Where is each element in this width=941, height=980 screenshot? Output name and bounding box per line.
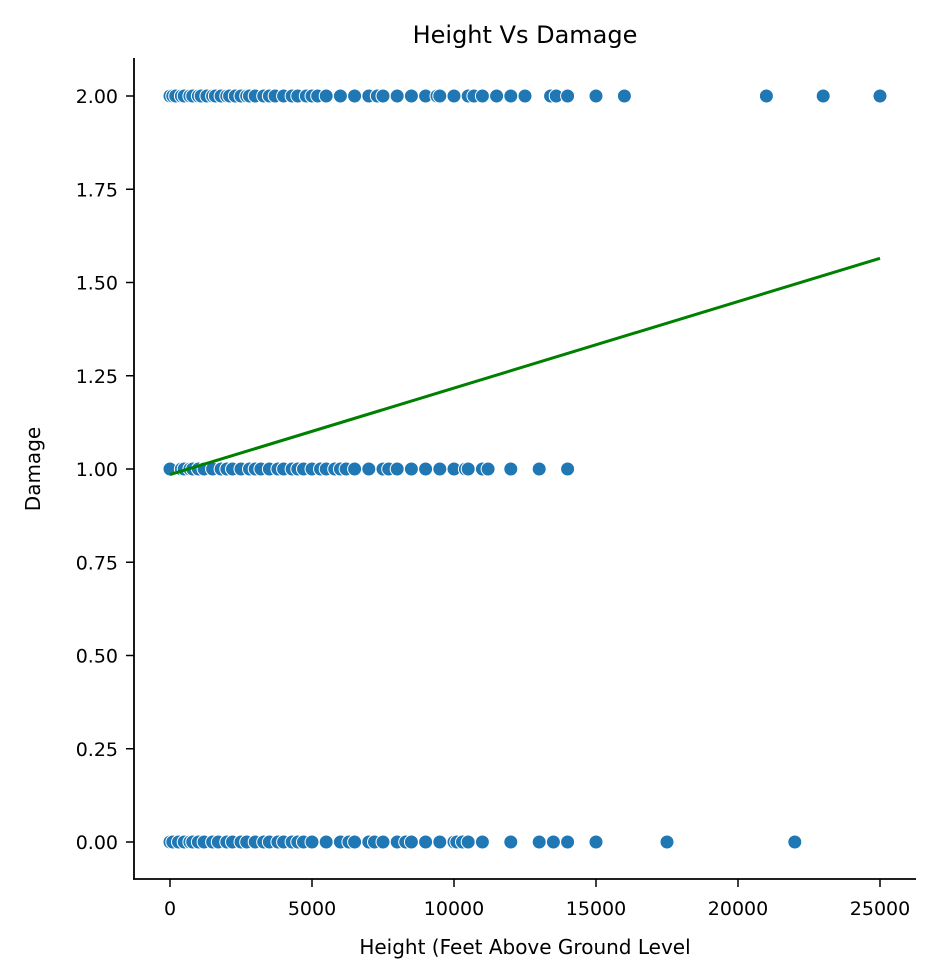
data-point — [616, 88, 632, 104]
data-point — [588, 88, 604, 104]
data-point — [418, 461, 434, 477]
points-layer — [162, 88, 888, 850]
y-ticks: 0.00 0.25 0.50 0.75 1.00 1.25 1.50 1.75 2.00 — [76, 86, 134, 854]
data-point — [480, 461, 496, 477]
data-point — [474, 88, 490, 104]
data-point — [531, 834, 547, 850]
data-point — [403, 88, 419, 104]
data-point — [460, 834, 476, 850]
data-point — [460, 461, 476, 477]
data-point — [304, 834, 320, 850]
data-point — [418, 834, 434, 850]
data-point — [588, 834, 604, 850]
data-point — [389, 461, 405, 477]
data-point — [815, 88, 831, 104]
data-point — [432, 834, 448, 850]
data-point — [503, 461, 519, 477]
data-point — [347, 834, 363, 850]
data-point — [503, 88, 519, 104]
data-point — [560, 88, 576, 104]
data-point — [531, 461, 547, 477]
x-tick-label: 10000 — [424, 898, 484, 920]
x-tick-label: 15000 — [566, 898, 626, 920]
x-tick-label: 20000 — [708, 898, 768, 920]
chart-title: Height Vs Damage — [413, 21, 638, 49]
data-point — [318, 834, 334, 850]
data-point — [347, 461, 363, 477]
data-point — [560, 461, 576, 477]
data-point — [517, 88, 533, 104]
data-point — [375, 834, 391, 850]
data-point — [375, 88, 391, 104]
data-point — [545, 834, 561, 850]
data-point — [332, 88, 348, 104]
data-point — [432, 461, 448, 477]
data-point — [347, 88, 363, 104]
data-point — [659, 834, 675, 850]
y-tick-label: 0.50 — [76, 646, 118, 668]
x-tick-label: 5000 — [288, 898, 336, 920]
data-point — [403, 834, 419, 850]
y-tick-label: 1.25 — [76, 366, 118, 388]
y-tick-label: 1.50 — [76, 273, 118, 295]
data-point — [446, 88, 462, 104]
y-tick-label: 0.75 — [76, 552, 118, 574]
data-point — [432, 88, 448, 104]
data-point — [489, 88, 505, 104]
x-tick-label: 0 — [164, 898, 176, 920]
y-tick-label: 1.00 — [76, 459, 118, 481]
regression-line — [169, 256, 881, 477]
data-point — [787, 834, 803, 850]
data-point — [872, 88, 888, 104]
data-point — [560, 834, 576, 850]
x-ticks: 0 5000 10000 15000 20000 25000 — [164, 879, 910, 920]
x-axis-label: Height (Feet Above Ground Level — [359, 935, 690, 959]
y-axis-label: Damage — [21, 427, 45, 511]
y-tick-label: 0.25 — [76, 739, 118, 761]
y-tick-label: 2.00 — [76, 86, 118, 108]
data-point — [361, 461, 377, 477]
data-point — [403, 461, 419, 477]
data-point — [503, 834, 519, 850]
y-tick-label: 1.75 — [76, 179, 118, 201]
data-point — [758, 88, 774, 104]
data-point — [474, 834, 490, 850]
data-point — [318, 88, 334, 104]
x-tick-label: 25000 — [850, 898, 910, 920]
data-point — [389, 88, 405, 104]
y-tick-label: 0.00 — [76, 832, 118, 854]
